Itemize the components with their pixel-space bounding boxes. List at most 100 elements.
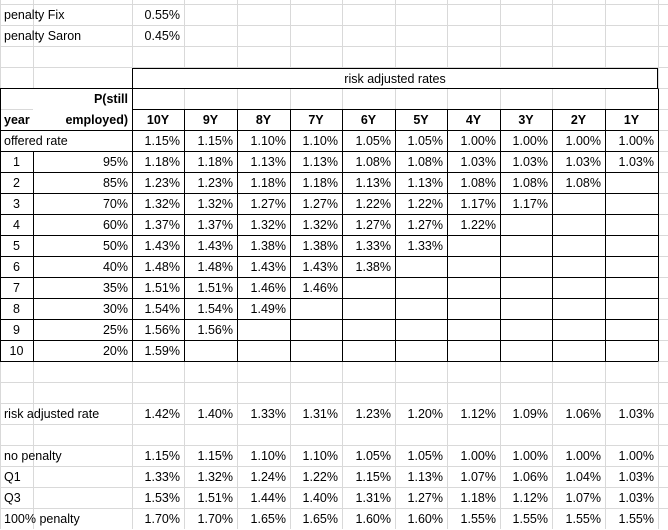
column-header-9Y[interactable]: 9Y [184, 110, 237, 131]
column-header-6Y[interactable]: 6Y [342, 110, 395, 131]
year-cell[interactable]: 9 [0, 320, 33, 341]
rate-cell[interactable]: 1.37% [184, 215, 237, 236]
scenario-label[interactable]: Q3 [4, 491, 21, 505]
empty-cell[interactable] [552, 320, 605, 341]
offered-rate-cell[interactable]: 1.10% [290, 131, 342, 152]
rate-cell[interactable]: 1.43% [184, 236, 237, 257]
offered-rate-cell[interactable]: 1.00% [605, 131, 658, 152]
rate-cell[interactable]: 1.43% [132, 236, 184, 257]
rate-cell[interactable]: 1.32% [132, 194, 184, 215]
rate-cell[interactable]: 1.22% [342, 194, 395, 215]
scenario-cell[interactable]: 1.12% [512, 491, 548, 505]
rate-cell[interactable]: 1.59% [132, 341, 184, 362]
scenario-cell[interactable]: 1.15% [355, 470, 391, 484]
empty-cell[interactable] [552, 236, 605, 257]
empty-cell[interactable] [447, 257, 500, 278]
scenario-cell[interactable]: 1.18% [460, 491, 496, 505]
rate-cell[interactable]: 1.32% [237, 215, 290, 236]
rate-cell[interactable]: 1.48% [184, 257, 237, 278]
year-cell[interactable]: 1 [0, 152, 33, 173]
p-employed-cell[interactable]: 25% [33, 320, 132, 341]
risk-adjusted-cell[interactable]: 1.09% [512, 407, 548, 421]
risk-adjusted-cell[interactable]: 1.06% [565, 407, 601, 421]
scenario-cell[interactable]: 1.00% [512, 449, 548, 463]
empty-cell[interactable] [447, 278, 500, 299]
rate-cell[interactable]: 1.03% [447, 152, 500, 173]
offered-rate-cell[interactable]: 1.00% [447, 131, 500, 152]
empty-cell[interactable] [342, 341, 395, 362]
column-header-4Y[interactable]: 4Y [447, 110, 500, 131]
scenario-cell[interactable]: 1.60% [355, 512, 391, 526]
scenario-cell[interactable]: 1.65% [302, 512, 338, 526]
penalty-label[interactable]: penalty Saron [4, 29, 82, 43]
risk-adjusted-cell[interactable]: 1.31% [302, 407, 338, 421]
year-cell[interactable]: 7 [0, 278, 33, 299]
scenario-cell[interactable]: 1.06% [512, 470, 548, 484]
empty-cell[interactable] [605, 341, 658, 362]
empty-cell[interactable] [447, 320, 500, 341]
p-employed-cell[interactable]: 60% [33, 215, 132, 236]
p-employed-cell[interactable]: 50% [33, 236, 132, 257]
empty-cell[interactable] [605, 278, 658, 299]
rate-cell[interactable]: 1.56% [132, 320, 184, 341]
scenario-cell[interactable]: 1.22% [302, 470, 338, 484]
scenario-cell[interactable]: 1.10% [302, 449, 338, 463]
offered-rate-cell[interactable]: 1.00% [552, 131, 605, 152]
rate-cell[interactable]: 1.27% [290, 194, 342, 215]
rate-cell[interactable]: 1.46% [290, 278, 342, 299]
rate-cell[interactable]: 1.51% [132, 278, 184, 299]
rate-cell[interactable]: 1.08% [552, 173, 605, 194]
offered-rate-cell[interactable]: 1.05% [395, 131, 447, 152]
scenario-cell[interactable]: 1.65% [250, 512, 286, 526]
rate-cell[interactable]: 1.23% [184, 173, 237, 194]
offered-rate-cell[interactable]: 1.15% [184, 131, 237, 152]
scenario-cell[interactable]: 1.55% [460, 512, 496, 526]
rate-cell[interactable]: 1.08% [395, 152, 447, 173]
empty-cell[interactable] [552, 257, 605, 278]
rate-cell[interactable]: 1.38% [342, 257, 395, 278]
rate-cell[interactable]: 1.17% [447, 194, 500, 215]
column-header-7Y[interactable]: 7Y [290, 110, 342, 131]
scenario-cell[interactable]: 1.55% [512, 512, 548, 526]
scenario-cell[interactable]: 1.10% [250, 449, 286, 463]
rate-cell[interactable]: 1.54% [132, 299, 184, 320]
rate-cell[interactable]: 1.43% [237, 257, 290, 278]
rate-cell[interactable]: 1.32% [184, 194, 237, 215]
empty-cell[interactable] [500, 257, 552, 278]
scenario-cell[interactable]: 1.15% [197, 449, 233, 463]
scenario-cell[interactable]: 1.00% [618, 449, 654, 463]
scenario-cell[interactable]: 1.00% [460, 449, 496, 463]
empty-cell[interactable] [395, 299, 447, 320]
scenario-cell[interactable]: 1.07% [565, 491, 601, 505]
empty-cell[interactable] [552, 341, 605, 362]
rate-cell[interactable]: 1.37% [132, 215, 184, 236]
rate-cell[interactable]: 1.32% [290, 215, 342, 236]
rate-cell[interactable]: 1.27% [342, 215, 395, 236]
p-employed-cell[interactable]: 40% [33, 257, 132, 278]
column-header-2Y[interactable]: 2Y [552, 110, 605, 131]
risk-adjusted-cell[interactable]: 1.03% [618, 407, 654, 421]
empty-cell[interactable] [395, 257, 447, 278]
scenario-cell[interactable]: 1.55% [618, 512, 654, 526]
penalty-label[interactable]: penalty Fix [4, 8, 65, 22]
empty-cell[interactable] [605, 320, 658, 341]
empty-cell[interactable] [605, 236, 658, 257]
rate-cell[interactable]: 1.33% [342, 236, 395, 257]
rate-cell[interactable]: 1.43% [290, 257, 342, 278]
scenario-cell[interactable]: 1.60% [407, 512, 443, 526]
scenario-cell[interactable]: 1.51% [197, 491, 233, 505]
year-cell[interactable]: 5 [0, 236, 33, 257]
rate-cell[interactable]: 1.49% [237, 299, 290, 320]
empty-cell[interactable] [605, 299, 658, 320]
offered-rate-cell[interactable]: 1.15% [132, 131, 184, 152]
scenario-cell[interactable]: 1.44% [250, 491, 286, 505]
table-title[interactable]: risk adjusted rates [132, 68, 658, 89]
p-employed-cell[interactable]: 85% [33, 173, 132, 194]
rate-cell[interactable]: 1.46% [237, 278, 290, 299]
rate-cell[interactable]: 1.38% [237, 236, 290, 257]
offered-rate-cell[interactable]: 1.00% [500, 131, 552, 152]
p-header-line2[interactable]: employed) [33, 110, 132, 131]
rate-cell[interactable]: 1.22% [447, 215, 500, 236]
year-cell[interactable]: 10 [0, 341, 33, 362]
empty-cell[interactable] [342, 299, 395, 320]
